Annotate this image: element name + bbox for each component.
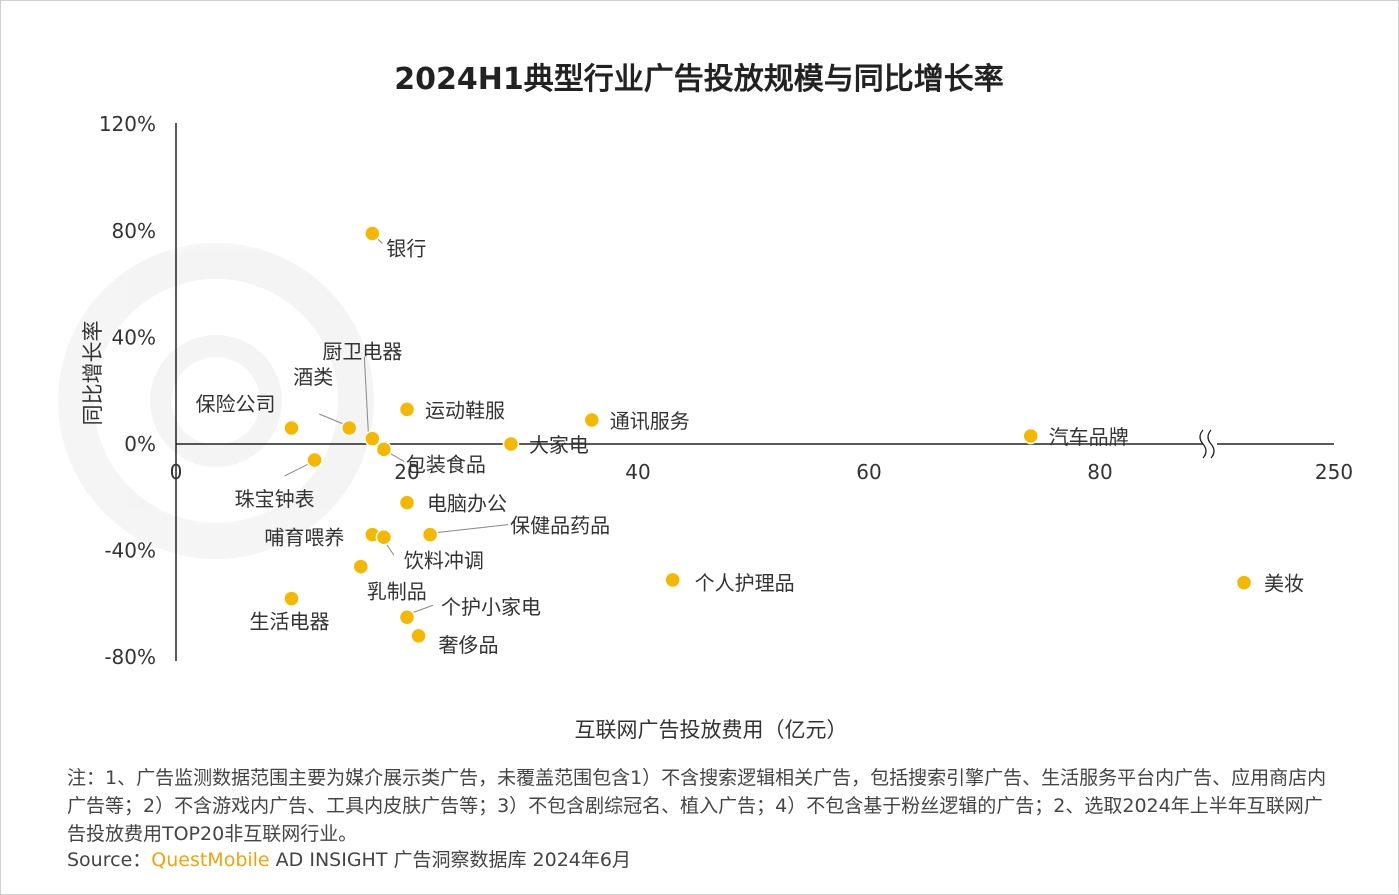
point-label: 哺育喂养	[264, 526, 344, 550]
point-label: 汽车品牌	[1049, 425, 1129, 449]
source-prefix: Source：	[67, 849, 152, 871]
y-tick-label: 120%	[99, 112, 156, 136]
x-tick-label: 80	[1087, 460, 1112, 484]
x-axis-label: 互联网广告投放费用（亿元）	[575, 718, 848, 742]
data-point	[364, 430, 381, 447]
x-tick-label: 20	[394, 460, 419, 484]
data-point	[1022, 427, 1039, 445]
scatter-chart: 2024H1典型行业广告投放规模与同比增长率 120% 80% 40% 0% -40% -…	[58, 62, 1353, 742]
source-line: Source：QuestMobile AD INSIGHT 广告洞察数据库 20…	[67, 846, 631, 874]
point-label: 保险公司	[196, 392, 276, 416]
data-point	[410, 627, 427, 645]
point-label: 珠宝钟表	[235, 487, 315, 511]
point-label: 奢侈品	[439, 633, 499, 657]
x-tick-label: 60	[856, 460, 881, 484]
axis-break-mark-left	[1199, 429, 1207, 459]
point-label: 保健品药品	[510, 514, 610, 538]
leader-line	[284, 463, 309, 477]
data-point	[421, 526, 439, 543]
point-label: 美妆	[1264, 572, 1304, 596]
leader-line	[389, 452, 405, 462]
chart-title: 2024H1典型行业广告投放规模与同比增长率	[394, 62, 1003, 97]
point-label: 个护小家电	[441, 595, 541, 619]
point-label: 生活电器	[250, 610, 330, 634]
y-tick-label: 40%	[112, 325, 156, 349]
data-point	[1235, 574, 1253, 591]
point-label: 个人护理品	[695, 571, 795, 595]
data-point	[364, 225, 381, 242]
leader-line	[385, 542, 395, 556]
data-point	[283, 590, 300, 607]
leader-line	[319, 413, 344, 425]
data-point	[352, 558, 370, 575]
x-tick-label: 40	[625, 460, 650, 484]
data-points	[283, 225, 1253, 645]
point-label: 银行	[386, 236, 426, 260]
point-label: 大家电	[529, 433, 589, 457]
data-point	[398, 494, 416, 511]
data-point	[283, 419, 300, 437]
leader-line	[410, 604, 434, 614]
point-label: 包装食品	[406, 452, 486, 476]
y-axis-label: 同比增长率	[81, 321, 105, 426]
data-point	[375, 529, 393, 546]
data-point	[375, 441, 393, 458]
footnote: 注：1、广告监测数据范围主要为媒介展示类广告，未覆盖范围包含1）不含搜索逻辑相关…	[67, 767, 1327, 845]
source-rest: AD INSIGHT 广告洞察数据库 2024年6月	[269, 849, 631, 871]
leader-line	[363, 356, 369, 433]
point-label: 运动鞋服	[425, 398, 505, 422]
point-label: 酒类	[293, 365, 333, 389]
data-point	[398, 401, 416, 418]
x-tick-label: 0	[170, 460, 183, 484]
point-label: 通讯服务	[610, 409, 690, 433]
y-tick-label: -80%	[104, 645, 156, 669]
x-tick-label: 250	[1315, 460, 1353, 484]
y-tick-label: -40%	[104, 539, 156, 563]
source-brand: QuestMobile	[151, 849, 270, 871]
data-point	[502, 435, 520, 453]
data-point	[664, 571, 681, 589]
y-tick-label: 0%	[124, 432, 156, 456]
point-label: 乳制品	[367, 580, 427, 604]
leader-line	[436, 524, 509, 534]
y-tick-labels: 120% 80% 40% 0% -40% -80%	[99, 112, 156, 669]
point-label: 厨卫电器	[322, 340, 402, 364]
y-tick-label: 80%	[112, 219, 156, 243]
data-point	[583, 411, 601, 429]
point-label: 电脑办公	[427, 492, 507, 516]
axis-break-mark-right	[1207, 429, 1215, 459]
data-point	[398, 608, 416, 626]
point-label: 饮料冲调	[404, 548, 484, 572]
data-point	[306, 451, 323, 469]
watermark-logo	[58, 243, 374, 559]
data-point	[341, 419, 358, 437]
x-tick-labels: 0 20 40 60 80 250	[170, 460, 1353, 484]
